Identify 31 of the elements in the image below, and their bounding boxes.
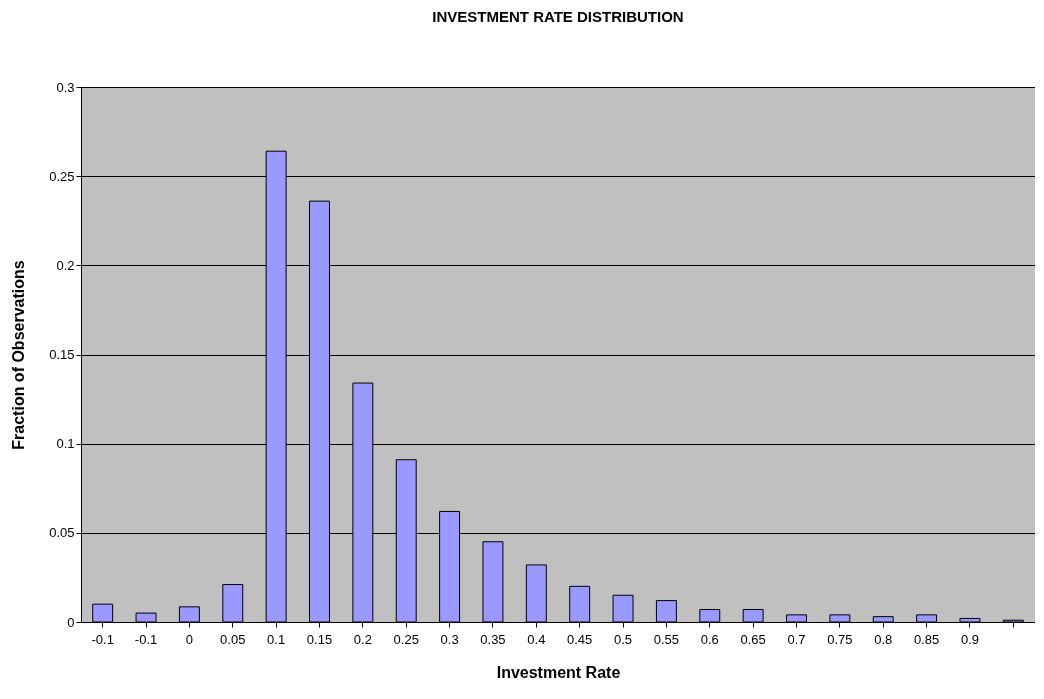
x-tick-label: 0.5	[614, 631, 633, 647]
x-tick-label: 0.45	[567, 631, 593, 647]
x-tick-label: 0.35	[480, 631, 506, 647]
x-tick-label: 0.9	[960, 631, 979, 647]
y-tick-label: 0.05	[49, 525, 75, 541]
x-tick-label: 0.25	[393, 631, 419, 647]
x-tick-label: 0.1	[267, 631, 286, 647]
x-tick-label: 0.8	[874, 631, 893, 647]
x-tick-label: 0.3	[440, 631, 459, 647]
x-tick-label: 0.55	[653, 631, 680, 647]
x-tick-label: 0.15	[306, 631, 333, 647]
x-tick-label: -0.1	[91, 631, 114, 647]
x-tick-label: 0.2	[353, 631, 372, 647]
x-tick-label: 0.65	[740, 631, 766, 647]
y-tick-label: 0.1	[56, 436, 75, 452]
x-axis-title: Investment Rate	[496, 663, 621, 681]
y-tick-label: 0.15	[49, 347, 75, 362]
x-tick-label: -0.1	[134, 631, 158, 647]
y-tick-label: 0.3	[56, 79, 75, 95]
y-axis-title: Fraction of Observations	[10, 260, 28, 450]
x-tick-label: 0.85	[913, 631, 940, 647]
y-tick-label: 0.25	[49, 168, 75, 184]
x-tick-label: 0.4	[527, 631, 546, 647]
x-tick-label: 0.05	[220, 631, 246, 647]
x-tick-label: 0.75	[827, 631, 853, 647]
chart-title: INVESTMENT RATE DISTRIBUTION	[432, 8, 684, 25]
y-tick-label: 0	[67, 614, 75, 630]
x-tick-label: 0.6	[700, 631, 719, 647]
x-tick-label: 0.7	[787, 631, 806, 647]
y-tick-label: 0.2	[56, 257, 75, 273]
x-tick-label: 0	[185, 631, 194, 647]
